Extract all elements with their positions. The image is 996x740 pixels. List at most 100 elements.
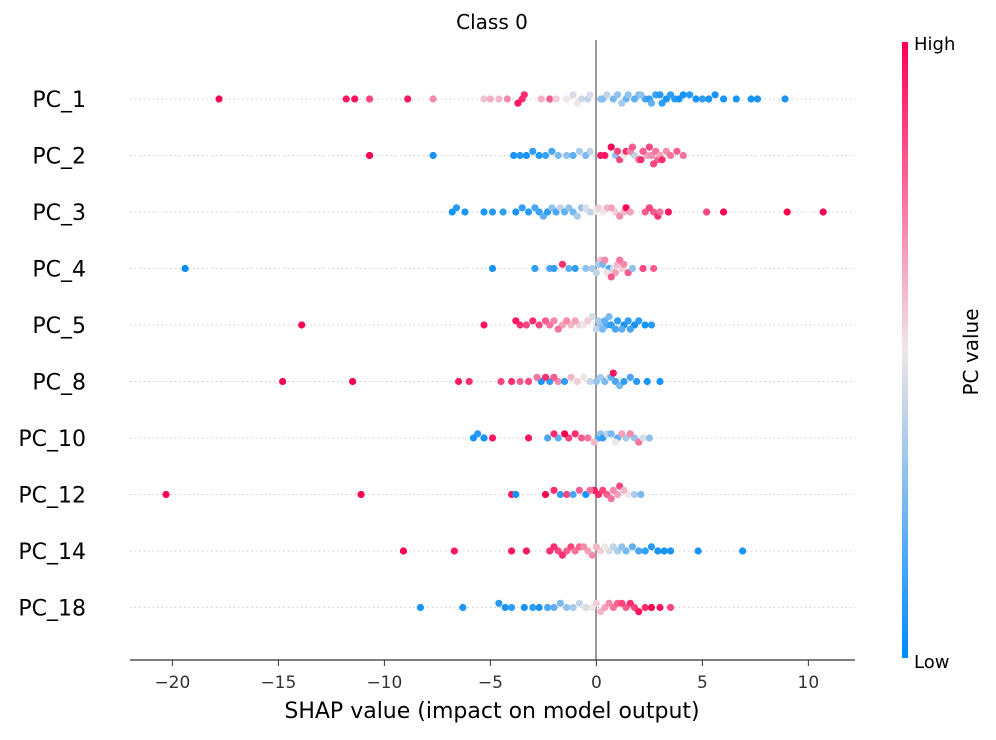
shap-point	[279, 377, 287, 386]
shap-point	[554, 325, 562, 333]
shap-point	[584, 317, 592, 325]
shap-point	[357, 490, 365, 499]
shap-point	[550, 603, 558, 612]
shap-point	[550, 543, 558, 551]
feature-label: PC_3	[32, 201, 86, 226]
shap-point	[480, 208, 488, 216]
shap-point	[558, 260, 567, 268]
feature-label: PC_8	[32, 371, 86, 396]
shap-point	[569, 91, 577, 99]
shap-point	[711, 91, 719, 99]
shap-point	[641, 321, 649, 329]
shap-point	[618, 325, 626, 333]
shap-point	[692, 95, 700, 103]
shap-point	[535, 151, 543, 160]
shap-point	[635, 547, 643, 555]
shap-point	[582, 603, 590, 612]
shap-point	[474, 430, 482, 438]
shap-point	[664, 208, 673, 216]
shap-point	[452, 204, 461, 212]
shap-point	[584, 434, 592, 442]
x-tick-label: 10	[798, 673, 820, 693]
shap-point	[601, 543, 609, 551]
shap-point	[520, 91, 528, 99]
shap-point	[601, 151, 609, 160]
shap-point	[507, 603, 516, 612]
shap-point	[580, 543, 588, 551]
shap-point	[507, 547, 516, 555]
shap-point	[586, 486, 594, 494]
shap-point	[719, 208, 728, 216]
shap-point	[673, 147, 681, 155]
shap-point	[747, 95, 755, 103]
shap-point	[618, 599, 626, 607]
shap-point	[656, 91, 664, 99]
shap-point	[535, 603, 543, 612]
feature-label: PC_5	[32, 314, 86, 339]
shap-point	[650, 264, 658, 273]
shap-point	[599, 325, 607, 333]
shap-point	[465, 377, 473, 386]
colorbar-low-label: Low	[914, 652, 949, 673]
shap-point	[639, 434, 647, 442]
shap-point	[573, 377, 581, 386]
shap-point	[516, 377, 524, 386]
shap-point	[607, 495, 615, 503]
shap-point	[162, 490, 170, 499]
colorbar-title: PC value	[959, 308, 983, 395]
shap-point	[535, 321, 543, 329]
shap-point	[563, 317, 571, 325]
shap-point	[560, 377, 569, 386]
shap-point	[666, 547, 675, 555]
shap-point	[732, 95, 740, 103]
shap-point	[429, 151, 437, 160]
x-tick-label: −20	[154, 673, 190, 693]
feature-label: PC_4	[32, 258, 86, 283]
shap-point	[522, 151, 531, 160]
shap-point	[459, 603, 467, 612]
shap-point	[416, 603, 425, 612]
shap-point	[601, 256, 609, 264]
shap-point	[656, 208, 664, 216]
shap-point	[607, 143, 615, 151]
shap-point	[620, 260, 628, 268]
shap-point	[666, 151, 675, 160]
shap-point	[573, 99, 581, 107]
shap-point	[522, 547, 531, 555]
shap-point	[613, 147, 622, 155]
shap-point	[541, 490, 550, 499]
shap-point	[641, 603, 649, 612]
shap-point	[450, 547, 458, 555]
shap-point	[488, 434, 497, 442]
shap-point	[783, 208, 791, 216]
shap-point	[705, 95, 713, 103]
shap-point	[605, 313, 613, 321]
shap-point	[529, 603, 537, 612]
shap-point	[586, 147, 594, 155]
shap-point	[569, 603, 577, 612]
shap-point	[660, 547, 668, 555]
shap-point	[480, 321, 488, 329]
shap-point	[569, 490, 577, 499]
shap-point	[488, 264, 497, 273]
shap-point	[575, 486, 584, 494]
shap-point	[546, 95, 554, 103]
shap-point	[488, 208, 497, 216]
shap-point	[637, 490, 645, 499]
x-axis-label: SHAP value (impact on model output)	[284, 699, 699, 724]
shap-point	[571, 317, 579, 325]
chart-title: Class 0	[456, 10, 528, 34]
shap-point	[635, 317, 643, 325]
shap-point	[626, 599, 634, 607]
shap-point	[609, 543, 617, 551]
shap-point	[739, 547, 747, 555]
shap-point	[575, 599, 584, 607]
shap-point	[351, 95, 359, 103]
shap-point	[563, 95, 571, 103]
shap-point	[626, 325, 634, 333]
shap-point	[620, 486, 628, 494]
shap-point	[637, 156, 645, 164]
shap-point	[607, 204, 615, 212]
shap-point	[516, 151, 524, 160]
